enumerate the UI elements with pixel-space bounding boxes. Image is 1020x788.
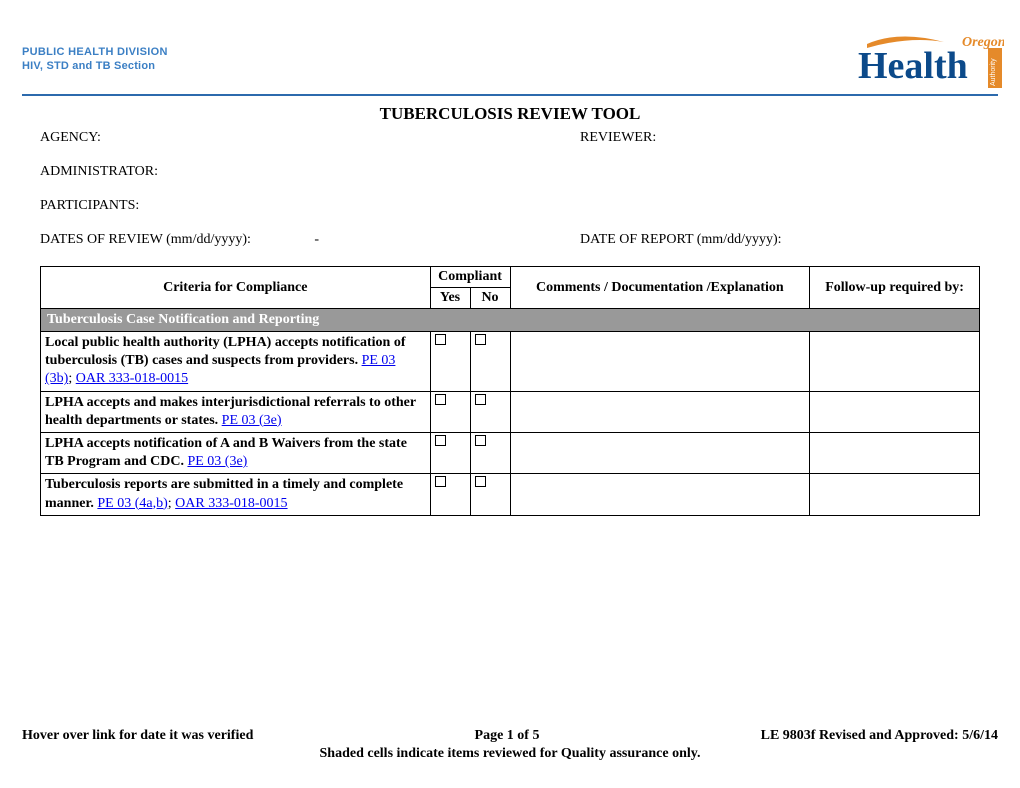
comments-cell[interactable] bbox=[510, 474, 810, 515]
ref-link[interactable]: OAR 333-018-0015 bbox=[175, 496, 287, 511]
no-cell bbox=[470, 432, 510, 473]
page-prefix: Page bbox=[475, 728, 507, 743]
table-row: Tuberculosis reports are submitted in a … bbox=[41, 474, 980, 515]
participants-label: PARTICIPANTS: bbox=[40, 198, 580, 214]
criteria-text: Local public health authority (LPHA) acc… bbox=[45, 335, 406, 368]
th-compliant: Compliant bbox=[430, 267, 510, 288]
followup-cell[interactable] bbox=[810, 391, 980, 432]
criteria-cell: LPHA accepts and makes interjurisdiction… bbox=[41, 391, 431, 432]
reviewer-label: REVIEWER: bbox=[580, 130, 980, 146]
table-row: Local public health authority (LPHA) acc… bbox=[41, 332, 980, 392]
meta-block: AGENCY: REVIEWER: ADMINISTRATOR: PARTICI… bbox=[0, 124, 1020, 248]
checkbox-yes[interactable] bbox=[435, 394, 446, 405]
checkbox-yes[interactable] bbox=[435, 476, 446, 487]
ref-link[interactable]: OAR 333-018-0015 bbox=[76, 371, 188, 386]
svg-text:Authority: Authority bbox=[990, 58, 997, 86]
header: PUBLIC HEALTH DIVISION HIV, STD and TB S… bbox=[0, 0, 1020, 90]
th-comments: Comments / Documentation /Explanation bbox=[510, 267, 810, 309]
th-followup: Follow-up required by: bbox=[810, 267, 980, 309]
section-title: Tuberculosis Case Notification and Repor… bbox=[41, 309, 980, 332]
svg-text:Oregon: Oregon bbox=[962, 35, 1004, 50]
administrator-label: ADMINISTRATOR: bbox=[40, 164, 580, 180]
ref-link[interactable]: PE 03 (3e) bbox=[187, 454, 247, 469]
checkbox-yes[interactable] bbox=[435, 334, 446, 345]
criteria-cell: Tuberculosis reports are submitted in a … bbox=[41, 474, 431, 515]
checkbox-no[interactable] bbox=[475, 476, 486, 487]
yes-cell bbox=[430, 391, 470, 432]
agency-label: AGENCY: bbox=[40, 130, 580, 146]
followup-cell[interactable] bbox=[810, 432, 980, 473]
criteria-cell: Local public health authority (LPHA) acc… bbox=[41, 332, 431, 392]
yes-cell bbox=[430, 432, 470, 473]
dates-of-review-label: DATES OF REVIEW (mm/dd/yyyy): bbox=[40, 232, 251, 247]
checkbox-yes[interactable] bbox=[435, 435, 446, 446]
comments-cell[interactable] bbox=[510, 432, 810, 473]
footer-left: Hover over link for date it was verified bbox=[22, 728, 253, 744]
page-title: TUBERCULOSIS REVIEW TOOL bbox=[0, 104, 1020, 124]
ref-sep: ; bbox=[68, 371, 75, 386]
compliance-table: Criteria for Compliance Compliant Commen… bbox=[40, 266, 980, 516]
date-of-report-label: DATE OF REPORT (mm/dd/yyyy): bbox=[580, 232, 980, 248]
criteria-cell: LPHA accepts notification of A and B Wai… bbox=[41, 432, 431, 473]
page-total: 5 bbox=[532, 728, 539, 743]
th-yes: Yes bbox=[430, 288, 470, 309]
ref-link[interactable]: PE 03 (4a,b) bbox=[97, 496, 167, 511]
yes-cell bbox=[430, 332, 470, 392]
footer: Hover over link for date it was verified… bbox=[22, 728, 998, 762]
yes-cell bbox=[430, 474, 470, 515]
table-row: LPHA accepts notification of A and B Wai… bbox=[41, 432, 980, 473]
section-row: Tuberculosis Case Notification and Repor… bbox=[41, 309, 980, 332]
footer-line2: Shaded cells indicate items reviewed for… bbox=[22, 746, 998, 762]
checkbox-no[interactable] bbox=[475, 394, 486, 405]
svg-text:Health: Health bbox=[858, 45, 968, 87]
followup-cell[interactable] bbox=[810, 332, 980, 392]
checkbox-no[interactable] bbox=[475, 334, 486, 345]
th-no: No bbox=[470, 288, 510, 309]
th-criteria: Criteria for Compliance bbox=[41, 267, 431, 309]
comments-cell[interactable] bbox=[510, 391, 810, 432]
no-cell bbox=[470, 391, 510, 432]
followup-cell[interactable] bbox=[810, 474, 980, 515]
oregon-health-authority-logo: Oregon Health Authority bbox=[844, 34, 1004, 97]
footer-right: LE 9803f Revised and Approved: 5/6/14 bbox=[761, 728, 998, 744]
comments-cell[interactable] bbox=[510, 332, 810, 392]
no-cell bbox=[470, 332, 510, 392]
page-current: 1 bbox=[507, 728, 514, 743]
dates-of-review-dash: - bbox=[314, 232, 319, 248]
no-cell bbox=[470, 474, 510, 515]
page-of-label: of bbox=[514, 728, 533, 743]
page: PUBLIC HEALTH DIVISION HIV, STD and TB S… bbox=[0, 0, 1020, 788]
checkbox-no[interactable] bbox=[475, 435, 486, 446]
table-row: LPHA accepts and makes interjurisdiction… bbox=[41, 391, 980, 432]
footer-page: Page 1 of 5 bbox=[475, 728, 540, 744]
ref-link[interactable]: PE 03 (3e) bbox=[222, 413, 282, 428]
